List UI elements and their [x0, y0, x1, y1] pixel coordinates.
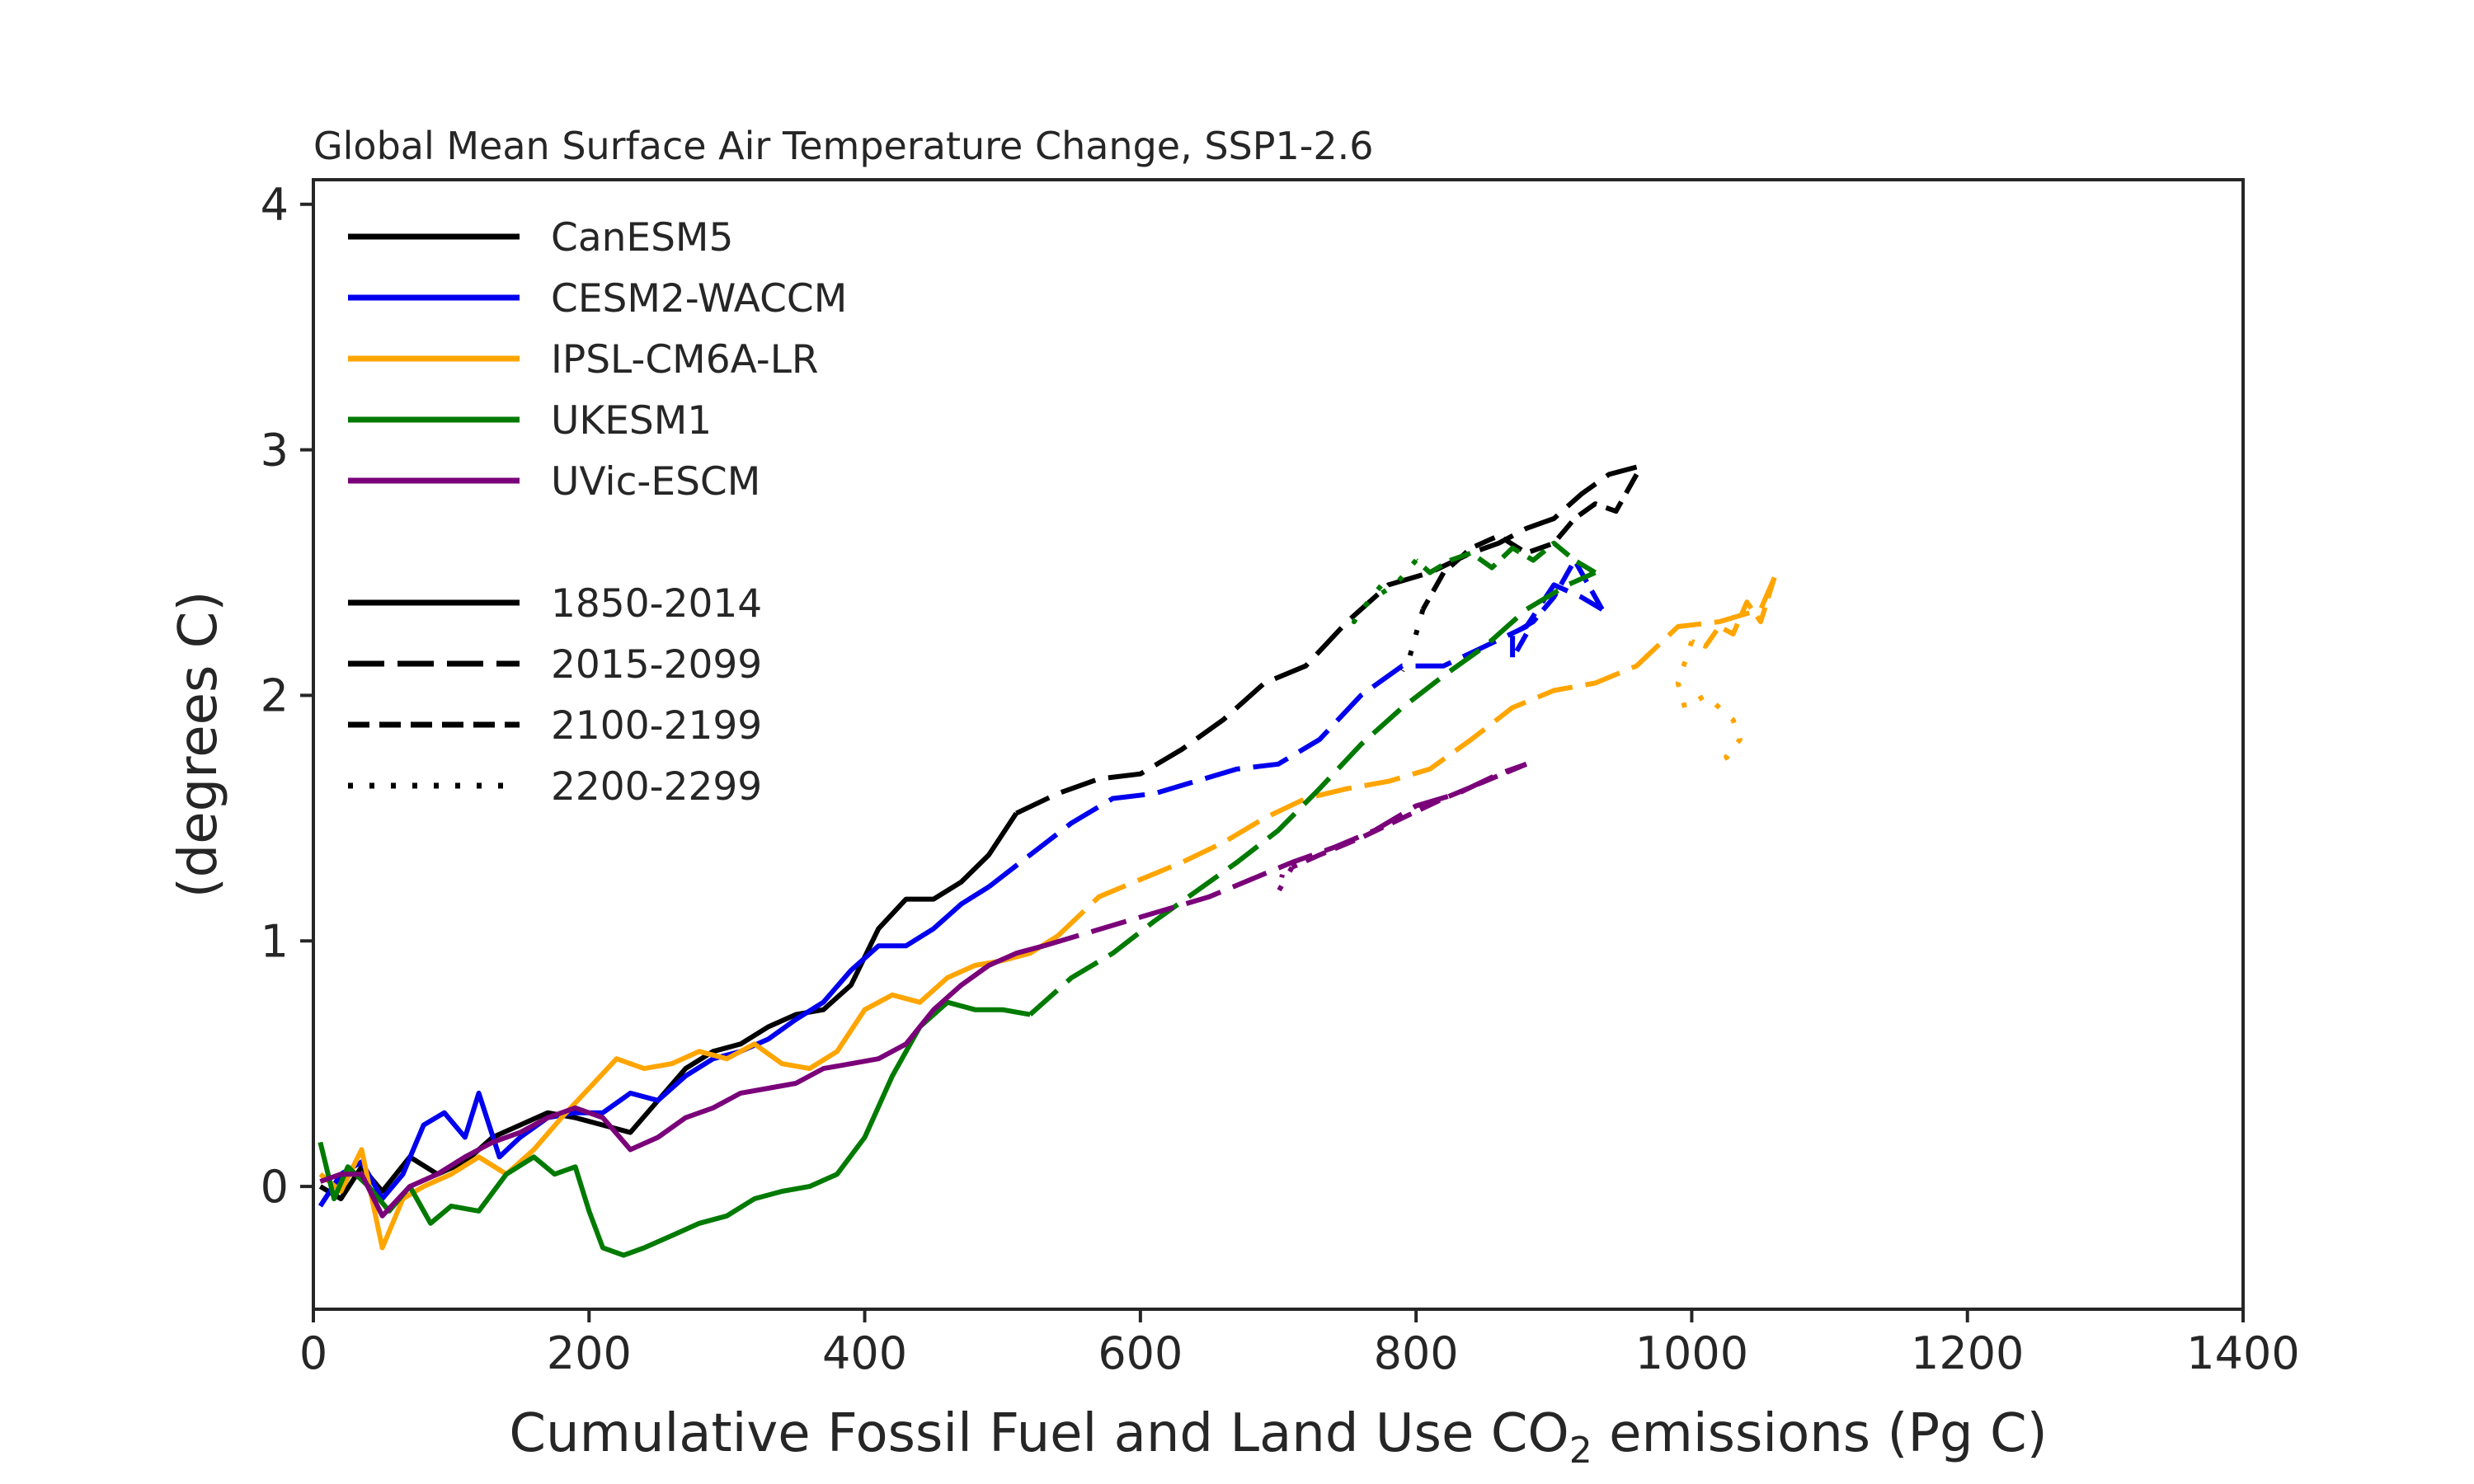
- legend-label-canesm5: CanESM5: [551, 215, 733, 261]
- x-tick-label: 1000: [1635, 1327, 1748, 1379]
- series-line-ukesm1-2200-2299: [1351, 558, 1418, 625]
- legend-label-ukesm1: UKESM1: [551, 398, 712, 444]
- series-line-ipsl-cm6a-lr-2100-2199: [1691, 576, 1777, 649]
- plot-area: [317, 464, 1777, 1258]
- x-tick-label: 600: [1098, 1327, 1183, 1379]
- y-tick-label: 1: [261, 915, 289, 967]
- series-line-ukesm1-2015-2099: [1028, 570, 1597, 1017]
- series-line-cesm2-waccm-2015-2099: [987, 582, 1604, 890]
- x-tick-label: 0: [299, 1327, 327, 1379]
- series-line-canesm5-2100-2199: [1420, 472, 1639, 611]
- series-line-uvic-escm-2200-2299: [1276, 866, 1295, 895]
- legend-label-ipsl-cm6a-lr: IPSL-CM6A-LR: [551, 337, 819, 383]
- legend-label-2015-2099: 2015-2099: [551, 642, 762, 688]
- series-line-uvic-escm-2015-2099: [1043, 761, 1527, 949]
- x-tick-label: 200: [547, 1327, 632, 1379]
- series-line-canesm5-2200-2299: [1399, 608, 1426, 673]
- y-tick-label: 3: [261, 425, 289, 477]
- series-line-cesm2-waccm-1850-2014: [317, 885, 990, 1208]
- x-tick-label: 400: [822, 1327, 907, 1379]
- y-tick-label: 0: [261, 1161, 289, 1213]
- y-axis: 0 1 2 3 4: [261, 179, 313, 1213]
- x-axis: 0 200 400 600 800 1000 1200 1400: [299, 1309, 2300, 1379]
- y-axis-label: (degrees C): [168, 591, 229, 899]
- series-line-uvic-escm-2100-2199: [1291, 762, 1528, 870]
- series-line-ukesm1-1850-2014: [317, 999, 1031, 1258]
- series-line-uvic-escm-1850-2014: [319, 943, 1045, 1219]
- series-line-canesm5-2015-2099: [1015, 464, 1638, 816]
- legend-label-1850-2014: 1850-2014: [551, 581, 762, 627]
- series-line-ipsl-cm6a-lr-2200-2299: [1675, 640, 1743, 771]
- chart-title: Global Mean Surface Air Temperature Chan…: [313, 124, 1373, 168]
- legend-label-cesm2-waccm: CESM2-WACCM: [551, 276, 847, 322]
- legend-label-2200-2299: 2200-2299: [551, 764, 762, 810]
- axes-frame: [312, 178, 2245, 1311]
- legend-label-uvic-escm: UVic-ESCM: [551, 459, 760, 505]
- x-axis-label: Cumulative Fossil Fuel and Land Use CO2 …: [509, 1403, 2047, 1472]
- x-tick-label: 1200: [1911, 1327, 2024, 1379]
- series-line-cesm2-waccm-2100-2199: [1510, 557, 1605, 661]
- legend-label-2100-2199: 2100-2199: [551, 703, 762, 749]
- series-line-ipsl-cm6a-lr-1850-2014: [318, 933, 1060, 1251]
- series-line-ukesm1-2100-2199: [1414, 540, 1597, 575]
- legend: CanESM5 CESM2-WACCM IPSL-CM6A-LR UKESM1 UVic…: [348, 215, 847, 810]
- y-tick-label: 4: [261, 179, 289, 231]
- x-tick-label: 1400: [2186, 1327, 2299, 1379]
- y-tick-label: 2: [261, 669, 289, 721]
- x-tick-label: 800: [1374, 1327, 1459, 1379]
- series-line-ipsl-cm6a-lr-2015-2099: [1056, 576, 1777, 938]
- series-line-canesm5-1850-2014: [318, 811, 1018, 1201]
